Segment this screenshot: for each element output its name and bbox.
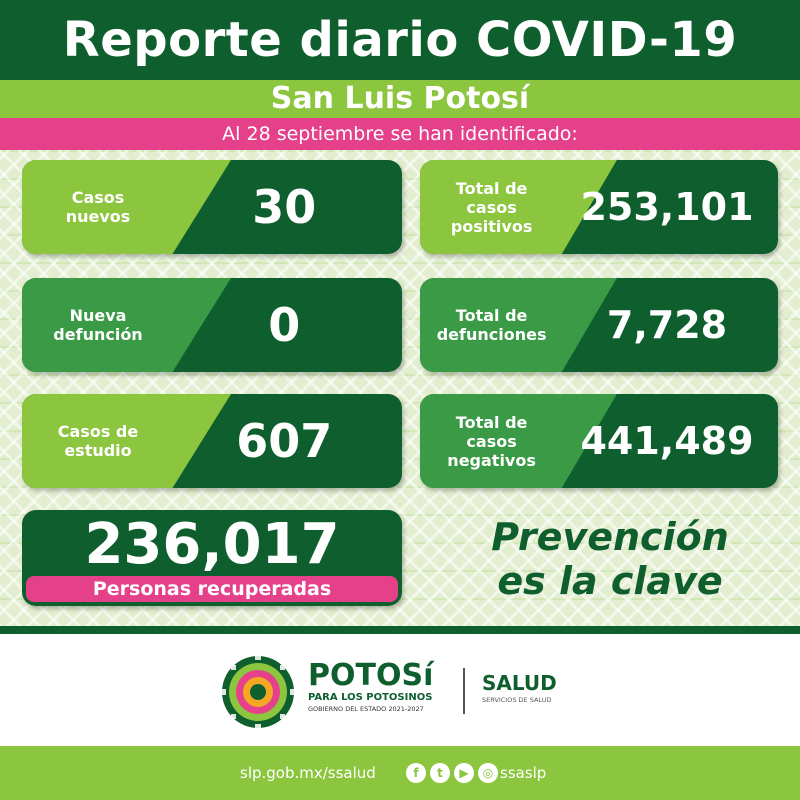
potosi-tagline: PARA LOS POTOSINOS <box>308 692 433 703</box>
state-emblem-icon <box>220 654 296 730</box>
salud-logo: SALUD SERVICIOS DE SALUD <box>482 672 557 706</box>
card-label: Nueva defunción <box>53 306 143 344</box>
recovered-card: 236,017 Personas recuperadas <box>22 510 402 606</box>
slogan-line-2: es la clave <box>497 559 723 603</box>
card-total-defunciones: Total de defunciones 7,728 <box>420 278 778 372</box>
facebook-icon[interactable]: f <box>406 763 426 783</box>
card-nueva-defuncion: Nueva defunción 0 <box>22 278 402 372</box>
social-handle[interactable]: ssaslp <box>500 764 547 782</box>
recovered-label: Personas recuperadas <box>26 576 398 602</box>
slogan-line-1: Prevención <box>491 515 729 559</box>
card-value: 0 <box>268 298 301 352</box>
card-value: 7,728 <box>606 303 728 347</box>
card-value: 30 <box>252 180 317 234</box>
card-value: 607 <box>236 414 333 468</box>
card-casos-estudio: Casos de estudio 607 <box>22 394 402 488</box>
twitter-icon[interactable]: t <box>430 763 450 783</box>
potosi-logo: POTOSí PARA LOS POTOSINOS GOBIERNO DEL E… <box>308 660 458 714</box>
government-line: GOBIERNO DEL ESTADO 2021-2027 <box>308 705 424 713</box>
logo-separator <box>463 668 465 714</box>
potosi-brand: POTOSí <box>308 658 434 693</box>
instagram-icon[interactable]: ◎ <box>478 763 498 783</box>
card-label: Total de casos negativos <box>447 412 536 470</box>
card-label: Total de defunciones <box>436 306 547 344</box>
location-subtitle: San Luis Potosí <box>0 80 800 118</box>
card-value: 253,101 <box>580 185 754 229</box>
card-value: 441,489 <box>580 419 754 463</box>
card-label: Total de casos positivos <box>450 178 533 236</box>
social-icons: f t ▶ ◎ <box>406 763 498 783</box>
salud-subtitle: SERVICIOS DE SALUD <box>482 696 552 704</box>
card-total-positivos: Total de casos positivos 253,101 <box>420 160 778 254</box>
date-line: Al 28 septiembre se han identificado: <box>0 118 800 150</box>
report-title: Reporte diario COVID-19 <box>0 0 800 80</box>
recovered-value: 236,017 <box>84 512 340 577</box>
footer: slp.gob.mx/ssalud f t ▶ ◎ ssaslp <box>0 746 800 800</box>
card-casos-nuevos: Casos nuevos 30 <box>22 160 402 254</box>
card-label: Casos nuevos <box>65 188 131 226</box>
logo-area <box>0 634 800 746</box>
card-total-negativos: Total de casos negativos 441,489 <box>420 394 778 488</box>
slogan: Prevención es la clave <box>440 515 780 603</box>
website-link[interactable]: slp.gob.mx/ssalud <box>240 764 376 782</box>
salud-name: SALUD <box>482 671 557 695</box>
card-label: Casos de estudio <box>57 422 139 460</box>
youtube-icon[interactable]: ▶ <box>454 763 474 783</box>
